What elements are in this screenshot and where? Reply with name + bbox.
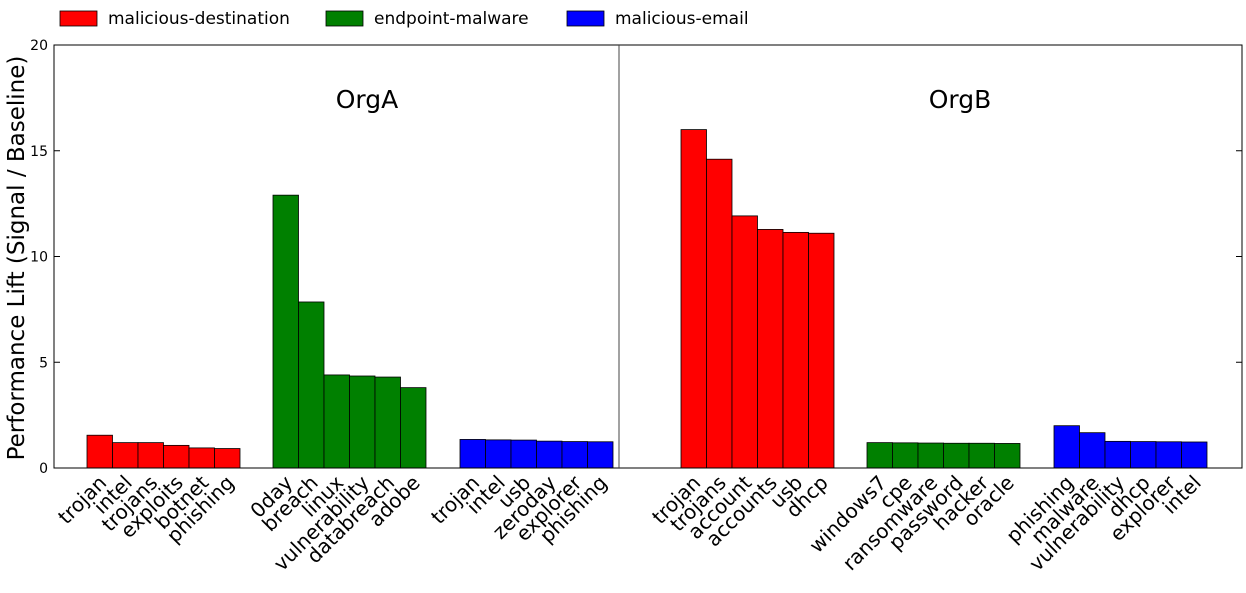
legend-label-malicious-destination: malicious-destination — [108, 9, 290, 29]
plot-frame — [53, 44, 1243, 469]
y-tick-label: 20 — [30, 38, 48, 54]
x-tick-labels: trojaninteltrojansexploitsbotnetphishing… — [53, 470, 1206, 576]
bar-OrgA-malicious-destination-exploits — [163, 444, 190, 469]
bar-OrgB-malicious-email-dhcp — [1130, 441, 1157, 469]
bar-OrgB-malicious-destination-trojan — [680, 129, 707, 469]
bar-OrgA-malicious-email-trojan — [459, 439, 486, 469]
bar-OrgB-malicious-email-phishing — [1053, 425, 1080, 469]
legend-swatch-endpoint-malware — [325, 10, 364, 27]
bar-OrgB-malicious-destination-account — [731, 215, 758, 469]
axes: 0 5 10 15 20 — [30, 38, 1243, 477]
bar-OrgA-endpoint-malware-vulnerability — [349, 375, 376, 469]
bar-OrgA-endpoint-malware-databreach — [374, 376, 401, 469]
y-tick-label: 10 — [30, 250, 48, 266]
bar-OrgA-malicious-email-zeroday — [536, 440, 563, 469]
legend-label-endpoint-malware: endpoint-malware — [374, 9, 529, 29]
bar-OrgA-endpoint-malware-breach — [298, 301, 325, 469]
bar-OrgA-malicious-destination-botnet — [188, 447, 215, 469]
bar-OrgB-endpoint-malware-oracle — [994, 443, 1021, 469]
panel-title-OrgA: OrgA — [336, 85, 399, 114]
bar-OrgB-malicious-email-explorer — [1155, 441, 1182, 469]
y-tick-label: 5 — [39, 355, 48, 371]
panel-title-OrgB: OrgB — [929, 85, 992, 114]
legend-swatch-malicious-email — [566, 10, 605, 27]
legend-label-malicious-email: malicious-email — [615, 9, 749, 29]
legend: malicious-destination endpoint-malware mal… — [59, 9, 749, 29]
bar-OrgB-endpoint-malware-ransomware — [917, 442, 944, 469]
bars — [86, 129, 1208, 469]
bar-OrgB-malicious-destination-usb — [782, 231, 809, 469]
bar-OrgA-malicious-destination-intel — [112, 442, 139, 469]
bar-OrgB-malicious-destination-accounts — [757, 229, 784, 469]
bar-OrgB-malicious-email-malware — [1079, 432, 1106, 469]
y-tick-label: 15 — [30, 144, 48, 160]
bar-OrgA-malicious-destination-trojans — [137, 442, 164, 469]
legend-swatch-malicious-destination — [59, 10, 98, 27]
bar-OrgB-malicious-destination-trojans — [706, 158, 733, 469]
y-axis-label: Performance Lift (Signal / Baseline) — [4, 56, 30, 461]
bar-OrgA-endpoint-malware-adobe — [400, 387, 427, 469]
bar-OrgA-malicious-email-explorer — [561, 441, 588, 469]
bar-OrgB-malicious-email-intel — [1181, 441, 1208, 469]
bar-OrgA-malicious-email-phishing — [587, 441, 614, 469]
bar-OrgA-malicious-email-intel — [485, 439, 512, 469]
y-tick-label: 0 — [39, 461, 48, 477]
bar-OrgA-malicious-destination-trojan — [86, 434, 113, 469]
bar-OrgA-malicious-destination-phishing — [214, 448, 241, 469]
bar-OrgA-endpoint-malware-linux — [323, 374, 350, 469]
bar-OrgA-malicious-email-usb — [510, 439, 537, 469]
bar-OrgA-endpoint-malware-0day — [272, 194, 299, 469]
panel-titles: OrgA OrgB — [336, 85, 992, 114]
bar-OrgB-endpoint-malware-hacker — [968, 442, 995, 469]
bar-OrgB-malicious-destination-dhcp — [808, 232, 835, 469]
bar-OrgB-endpoint-malware-password — [943, 442, 970, 469]
bar-OrgB-endpoint-malware-windows7 — [866, 442, 893, 469]
bar-OrgB-malicious-email-vulnerability — [1104, 440, 1131, 469]
bar-OrgB-endpoint-malware-cpe — [892, 442, 919, 469]
